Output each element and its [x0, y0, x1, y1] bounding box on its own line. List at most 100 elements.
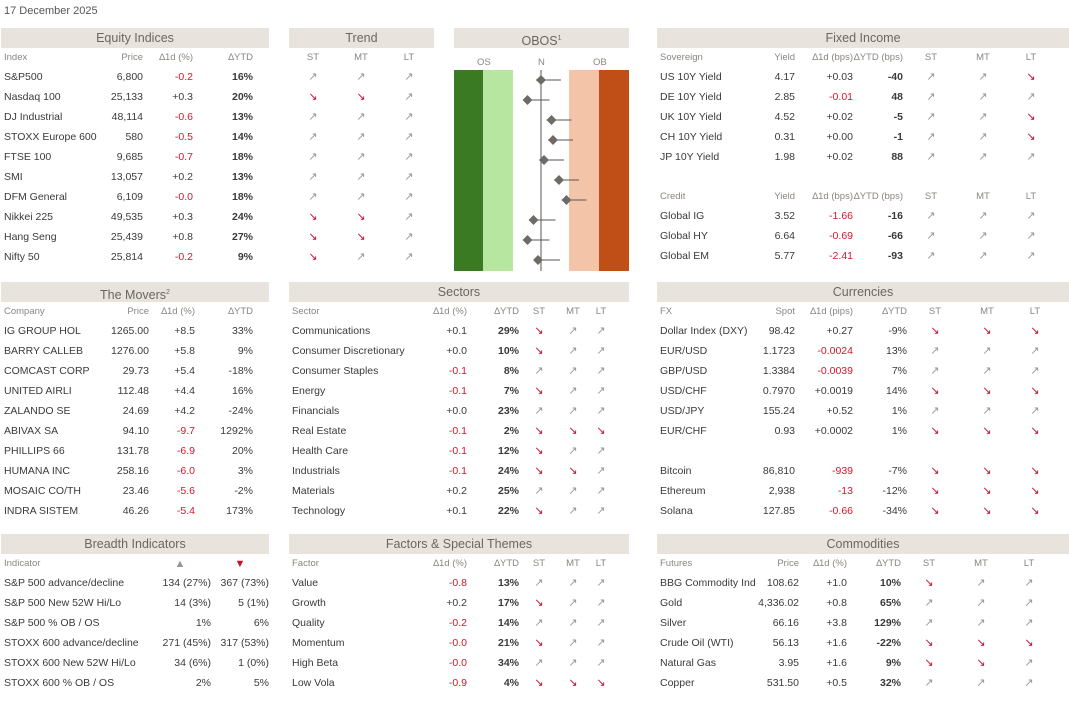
change-ytd: 7%	[891, 365, 907, 377]
trend-up-arrow-icon: ↗	[596, 385, 606, 397]
col-4: MT	[566, 558, 580, 569]
trend-down-arrow-icon: ↘	[982, 425, 992, 437]
trend-up-arrow-icon: ↗	[404, 171, 414, 183]
trend-down-arrow-icon: ↘	[308, 91, 318, 103]
trend-up-arrow-icon: ↗	[596, 445, 606, 457]
trend-up-arrow-icon: ↗	[534, 405, 544, 417]
column-header: Company Price ∆1d (%) ∆YTD	[1, 302, 269, 321]
col-2: ∆1d (%)	[813, 558, 847, 569]
change-ytd: 10%	[879, 577, 901, 589]
price: 4,336.02	[758, 597, 799, 609]
col-6: LT	[1025, 191, 1037, 202]
trend-up-arrow-icon: ↗	[978, 210, 988, 222]
col-0: Sector	[292, 306, 320, 317]
col-2: ∆1d (bps)	[812, 191, 853, 202]
trend-up-arrow-icon: ↗	[596, 345, 606, 357]
table-row: ↗ ↗ ↗	[289, 67, 434, 87]
sector-name: Consumer Discretionary	[292, 345, 405, 357]
col-5: MT	[976, 52, 990, 63]
commodities-panel: Commodities Futures Price ∆1d (%) ∆YTD ST MT L…	[657, 534, 1069, 693]
obos-n-label: N	[538, 57, 545, 68]
change-1d: -939	[831, 465, 853, 477]
index-change-1d: +0.8	[172, 231, 193, 243]
table-row: Natural Gas 3.95 +1.6 9% ↘ ↘ ↗	[657, 653, 1069, 673]
trend-down-arrow-icon: ↘	[930, 465, 940, 477]
trend-up-arrow-icon: ↗	[568, 405, 578, 417]
change-1d: +0.0	[446, 345, 467, 357]
obos-panel: OBOS1 OS N OB	[454, 28, 629, 271]
change-ytd: 13%	[885, 345, 907, 357]
company-price: 1265.00	[111, 325, 149, 337]
trend-up-arrow-icon: ↗	[926, 91, 936, 103]
col-0: FX	[660, 306, 673, 317]
trend-down-arrow-icon: ↘	[308, 211, 318, 223]
trend-down-arrow-icon: ↘	[976, 657, 986, 669]
table-row: S&P500 6,800 -0.2 16%	[1, 67, 269, 87]
change-1d: +1.6	[826, 637, 847, 649]
index-change-1d: -0.2	[174, 251, 193, 263]
table-row: PHILLIPS 66 131.78 -6.9 20%	[1, 441, 269, 461]
company-change-ytd: 33%	[231, 325, 253, 337]
panel-header: OBOS1	[454, 28, 629, 48]
col-2: ∆1d (bps)	[812, 52, 853, 63]
trend-down-arrow-icon: ↘	[534, 325, 544, 337]
factor-name: Growth	[292, 597, 326, 609]
col-price: Price	[121, 52, 143, 63]
col-1: ∆1d (%)	[433, 558, 467, 569]
change-1d: +0.02	[826, 151, 853, 163]
index-name: Nasdaq 100	[4, 91, 61, 103]
trend-down-arrow-icon: ↘	[356, 211, 366, 223]
table-row: FTSE 100 9,685 -0.7 18%	[1, 147, 269, 167]
trend-up-arrow-icon: ↗	[308, 151, 318, 163]
trend-up-arrow-icon: ↗	[978, 250, 988, 262]
obos-diamond-marker	[533, 255, 543, 265]
trend-up-arrow-icon: ↗	[976, 577, 986, 589]
trend-up-arrow-icon: ↗	[1026, 230, 1036, 242]
obos-diamond-marker	[528, 215, 539, 225]
change-ytd: 21%	[497, 637, 519, 649]
trend-up-arrow-icon: ↗	[356, 131, 366, 143]
table-row: ↗ ↗ ↗	[289, 107, 434, 127]
col-index: Index	[4, 52, 28, 63]
trend-up-arrow-icon: ↗	[1024, 657, 1034, 669]
trend-down-arrow-icon: ↘	[534, 425, 544, 437]
index-price: 49,535	[110, 211, 143, 223]
change-1d: -0.0	[448, 657, 467, 669]
obos-diamond-marker	[561, 195, 572, 205]
company-change-1d: -5.4	[176, 505, 195, 517]
trend-down-arrow-icon: ↘	[534, 445, 544, 457]
breadth-panel: Breadth Indicators Indicator ▲ ▼ S&P 500…	[1, 534, 269, 693]
trend-up-arrow-icon: ↗	[976, 617, 986, 629]
trend-up-arrow-icon: ↗	[356, 191, 366, 203]
table-row: ABIVAX SA 94.10 -9.7 1292%	[1, 421, 269, 441]
change-1d: -0.2	[448, 617, 467, 629]
table-row: Real Estate -0.1 2% ↘ ↘ ↘	[289, 421, 629, 441]
trend-down-arrow-icon: ↘	[534, 465, 544, 477]
trend-down-arrow-icon: ↘	[982, 325, 992, 337]
trend-up-arrow-icon: ↗	[596, 597, 606, 609]
table-row: Materials +0.2 25% ↗ ↗ ↗	[289, 481, 629, 501]
company-name: UNITED AIRLI	[4, 385, 72, 397]
trend-down-arrow-icon: ↘	[1030, 325, 1040, 337]
trend-down-arrow-icon: ↘	[924, 657, 934, 669]
change-1d: +0.5	[826, 677, 847, 689]
trend-up-arrow-icon: ↗	[1024, 597, 1034, 609]
trend-up-arrow-icon: ↗	[534, 617, 544, 629]
column-header: Index Price ∆1d (%) ∆YTD	[1, 48, 269, 67]
table-row: Nasdaq 100 25,133 +0.3 20%	[1, 87, 269, 107]
change-1d: -0.8	[448, 577, 467, 589]
company-change-1d: +4.2	[174, 405, 195, 417]
table-row: Energy -0.1 7% ↘ ↗ ↗	[289, 381, 629, 401]
table-row: HUMANA INC 258.16 -6.0 3%	[1, 461, 269, 481]
change-ytd: -1	[893, 131, 903, 143]
trend-down-arrow-icon: ↘	[534, 345, 544, 357]
table-row: Health Care -0.1 12% ↘ ↗ ↗	[289, 441, 629, 461]
table-row: S&P 500 New 52W Hi/Lo 14 (3%) 5 (1%)	[1, 593, 269, 613]
sector-name: Consumer Staples	[292, 365, 379, 377]
trend-up-arrow-icon: ↗	[404, 191, 414, 203]
spot: 98.42	[768, 325, 795, 337]
company-price: 46.26	[122, 505, 149, 517]
trend-down-arrow-icon: ↘	[308, 231, 318, 243]
col-0: Factor	[292, 558, 319, 569]
col-indicator: Indicator	[4, 558, 41, 569]
